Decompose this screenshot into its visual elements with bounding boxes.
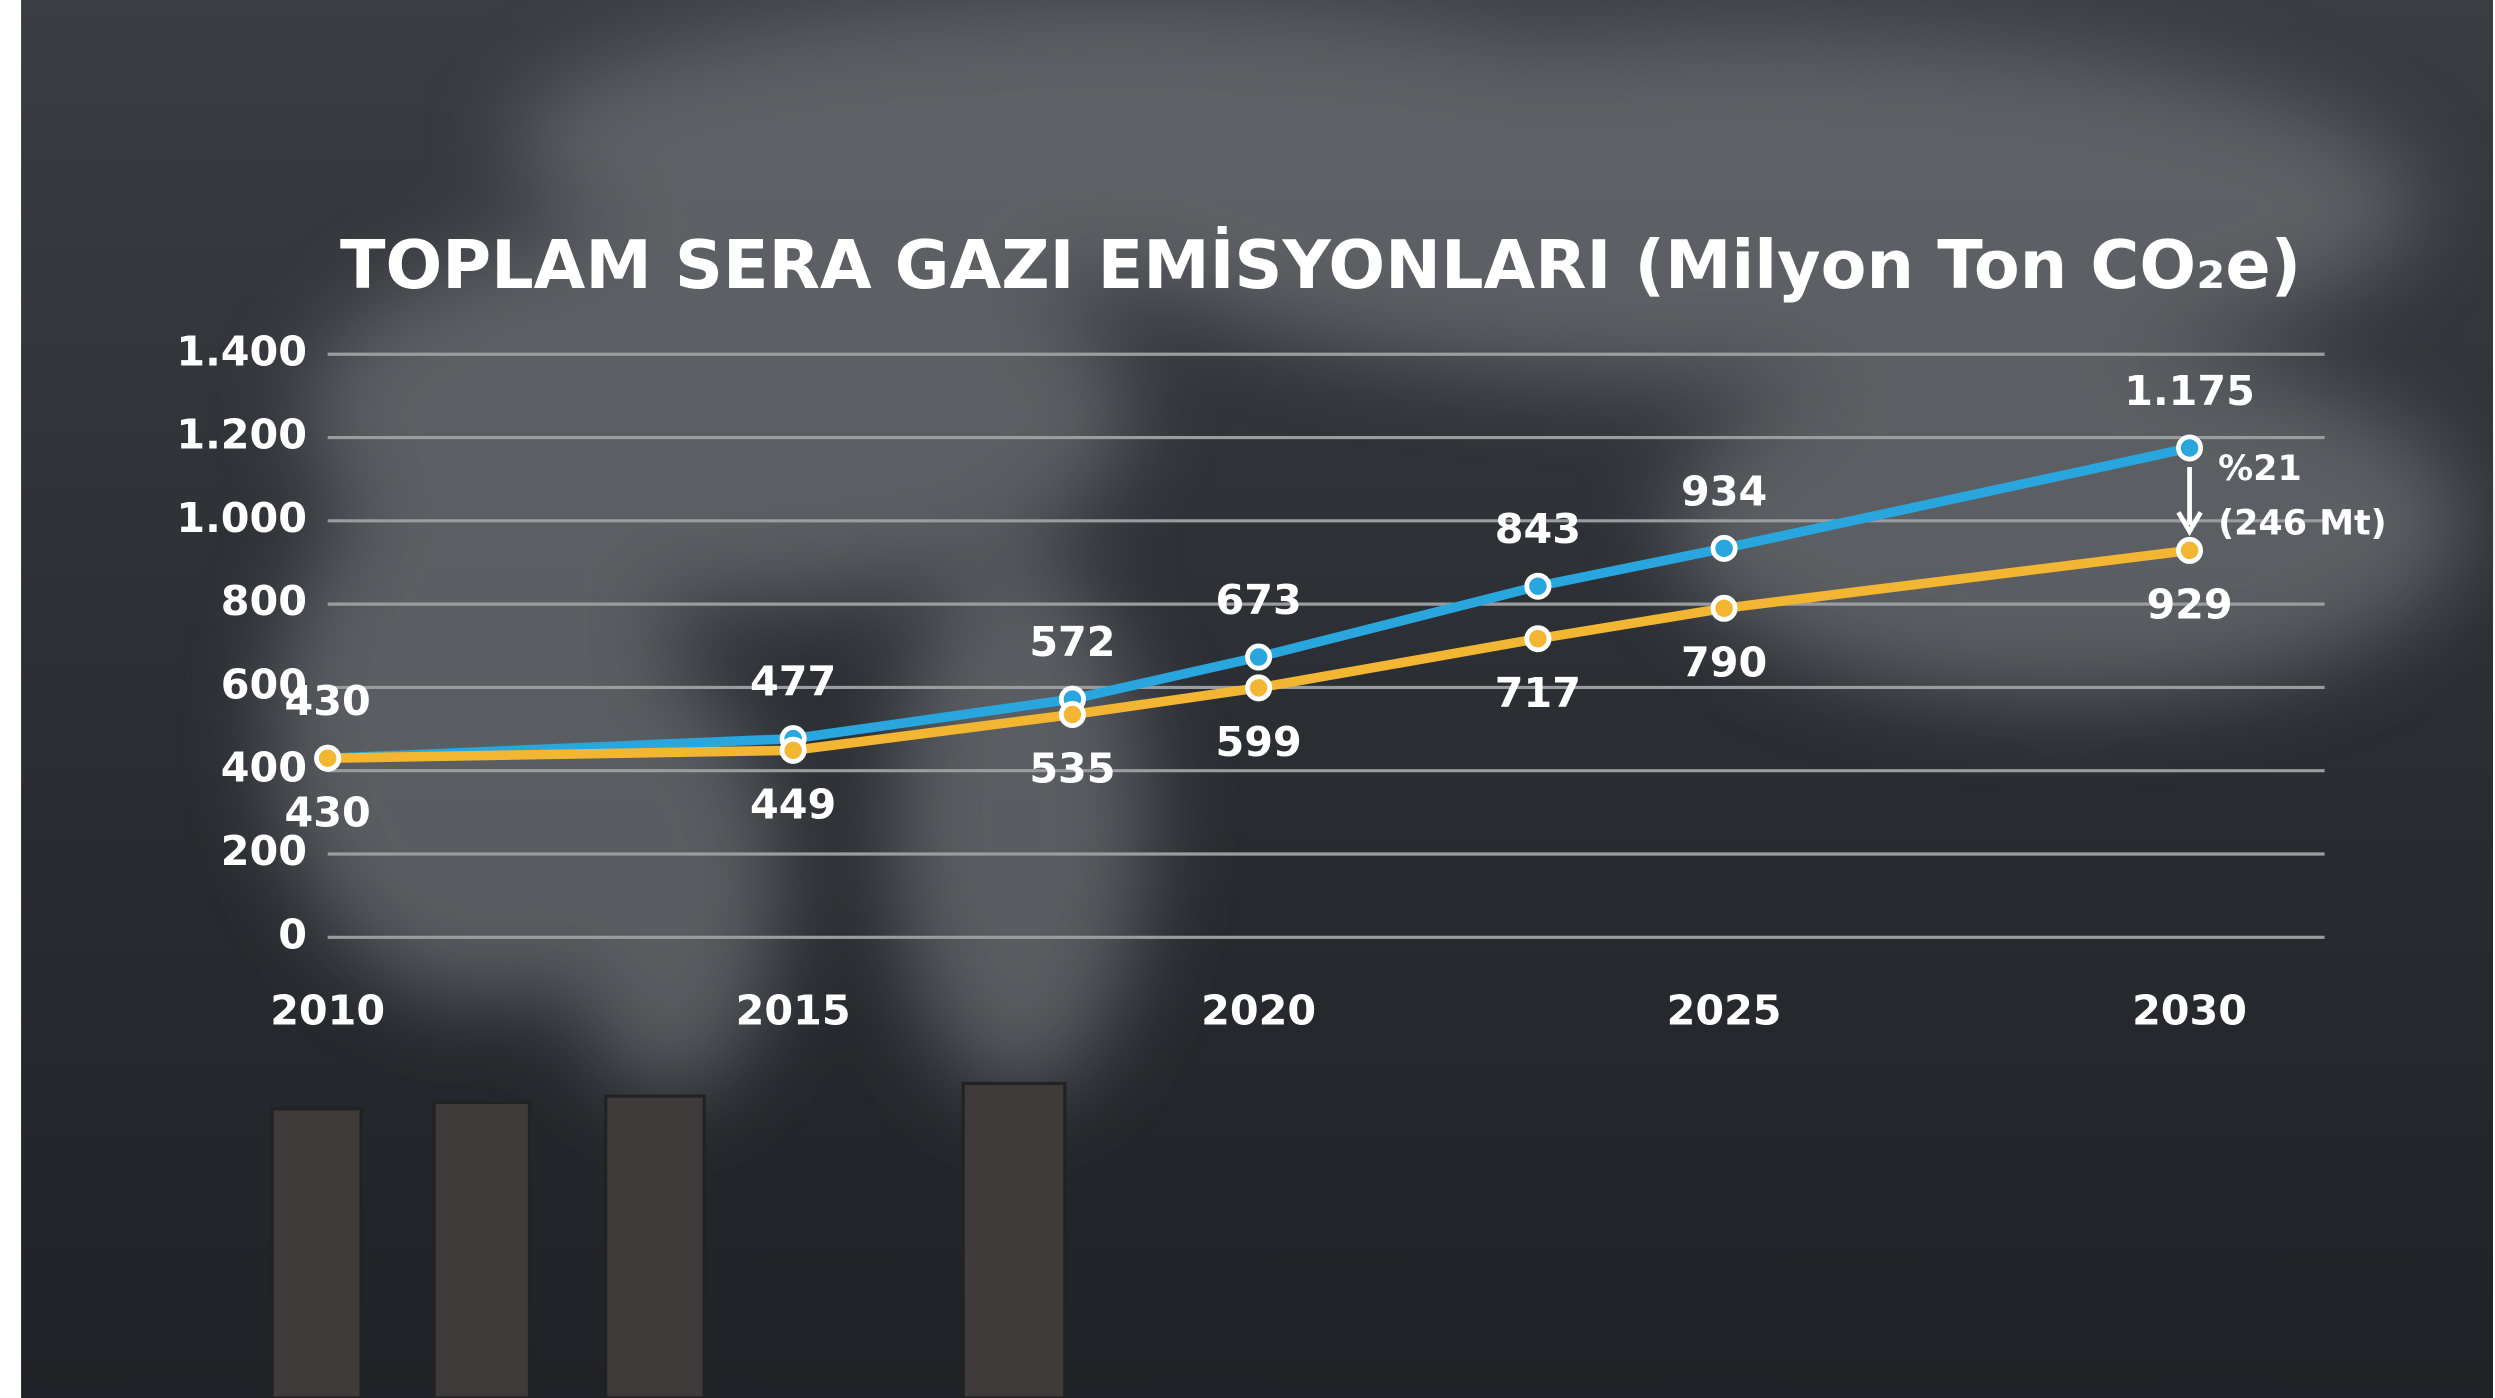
y-tick-label: 1.000 — [176, 494, 307, 542]
data-point — [2178, 539, 2200, 561]
data-label: 1.175 — [2124, 367, 2255, 415]
data-label: 449 — [750, 781, 836, 829]
data-label: 535 — [1029, 745, 1115, 793]
x-tick-label: 2020 — [1201, 987, 1316, 1035]
y-tick-label: 1.200 — [176, 411, 307, 459]
data-label: 934 — [1681, 467, 1767, 515]
data-point — [782, 739, 804, 761]
x-tick-label: 2010 — [270, 987, 385, 1035]
data-label: 717 — [1495, 669, 1581, 717]
y-tick-label: 1.400 — [176, 327, 307, 375]
y-tick-label: 0 — [278, 910, 307, 958]
data-label: 929 — [2146, 581, 2232, 629]
chart: TOPLAM SERA GAZI EMİSYONLARI (Milyon Ton… — [0, 0, 2495, 1398]
data-point — [1527, 575, 1549, 597]
x-tick-label: 2025 — [1667, 987, 1782, 1035]
data-label: 430 — [285, 677, 371, 725]
data-label: 843 — [1495, 505, 1581, 553]
data-point — [1061, 703, 1083, 725]
data-label: 572 — [1029, 618, 1115, 666]
data-label: 430 — [285, 788, 371, 836]
data-point — [1248, 646, 1270, 668]
data-label: 599 — [1216, 718, 1302, 766]
data-point — [317, 747, 339, 769]
data-point — [2178, 437, 2200, 459]
x-tick-label: 2030 — [2132, 987, 2247, 1035]
x-tick-label: 2015 — [736, 987, 851, 1035]
data-label: 790 — [1681, 638, 1767, 686]
annotation: %21 — [2218, 449, 2302, 489]
y-tick-label: 800 — [221, 577, 307, 625]
data-point — [1248, 677, 1270, 699]
data-point — [1713, 537, 1735, 559]
data-point — [1713, 597, 1735, 619]
data-point — [1527, 628, 1549, 650]
data-label: 477 — [750, 658, 836, 706]
chart-title: TOPLAM SERA GAZI EMİSYONLARI (Milyon Ton… — [340, 226, 2301, 304]
data-label: 673 — [1216, 576, 1302, 624]
y-tick-label: 400 — [221, 744, 307, 792]
annotation: (246 Mt) — [2218, 503, 2386, 543]
